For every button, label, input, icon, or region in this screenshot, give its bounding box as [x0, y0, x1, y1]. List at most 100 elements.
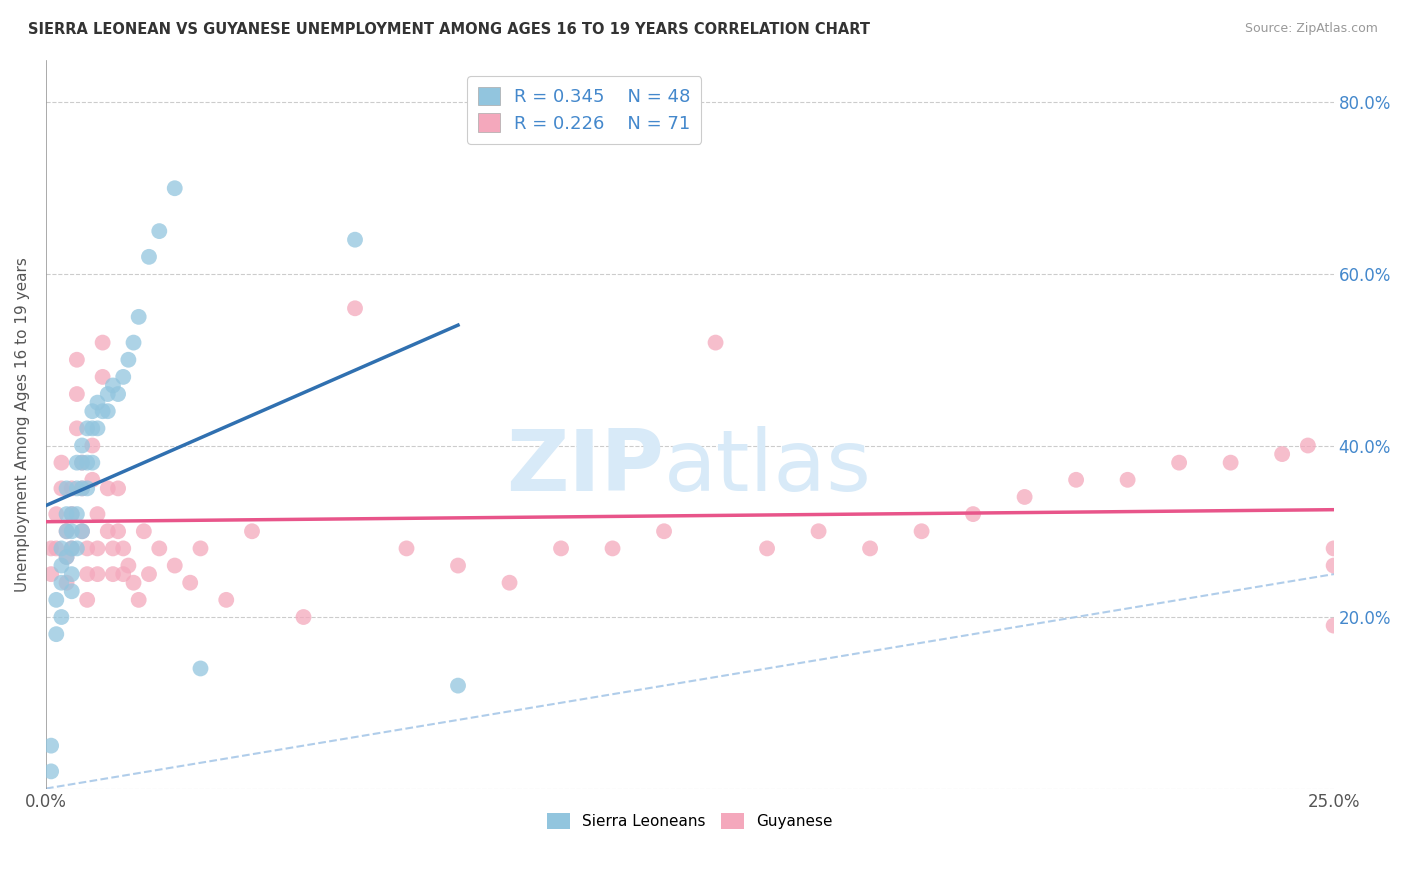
- Point: [101, 567, 124, 582]
- Point: [112, 567, 135, 582]
- Point: [55, 549, 77, 564]
- Point: [1323, 558, 1346, 573]
- Text: ZIP: ZIP: [506, 426, 664, 509]
- Point: [55, 549, 77, 564]
- Point: [117, 558, 139, 573]
- Point: [60, 482, 83, 496]
- Point: [1323, 541, 1346, 556]
- Point: [39, 541, 62, 556]
- Point: [97, 482, 120, 496]
- Point: [343, 233, 366, 247]
- Point: [45, 507, 67, 521]
- Point: [51, 610, 73, 624]
- Point: [163, 181, 186, 195]
- Point: [1064, 473, 1087, 487]
- Point: [91, 335, 114, 350]
- Point: [82, 473, 104, 487]
- Point: [51, 482, 73, 496]
- Point: [70, 456, 93, 470]
- Point: [240, 524, 263, 539]
- Point: [859, 541, 882, 556]
- Point: [550, 541, 572, 556]
- Point: [215, 592, 238, 607]
- Point: [91, 404, 114, 418]
- Point: [66, 387, 89, 401]
- Point: [112, 370, 135, 384]
- Point: [70, 482, 93, 496]
- Point: [60, 524, 83, 539]
- Point: [395, 541, 418, 556]
- Point: [447, 558, 470, 573]
- Point: [447, 679, 470, 693]
- Point: [343, 301, 366, 316]
- Point: [1014, 490, 1036, 504]
- Y-axis label: Unemployment Among Ages 16 to 19 years: Unemployment Among Ages 16 to 19 years: [15, 257, 30, 591]
- Point: [292, 610, 315, 624]
- Point: [756, 541, 779, 556]
- Point: [76, 421, 98, 435]
- Point: [97, 387, 120, 401]
- Legend: Sierra Leoneans, Guyanese: Sierra Leoneans, Guyanese: [541, 807, 839, 836]
- Point: [602, 541, 624, 556]
- Point: [807, 524, 830, 539]
- Point: [60, 584, 83, 599]
- Point: [97, 524, 120, 539]
- Point: [66, 456, 89, 470]
- Point: [107, 524, 129, 539]
- Point: [51, 575, 73, 590]
- Point: [101, 378, 124, 392]
- Point: [55, 482, 77, 496]
- Point: [51, 456, 73, 470]
- Point: [70, 482, 93, 496]
- Point: [76, 592, 98, 607]
- Point: [1323, 618, 1346, 632]
- Point: [70, 524, 93, 539]
- Point: [107, 482, 129, 496]
- Point: [962, 507, 984, 521]
- Point: [82, 456, 104, 470]
- Text: SIERRA LEONEAN VS GUYANESE UNEMPLOYMENT AMONG AGES 16 TO 19 YEARS CORRELATION CH: SIERRA LEONEAN VS GUYANESE UNEMPLOYMENT …: [28, 22, 870, 37]
- Point: [86, 507, 108, 521]
- Point: [66, 352, 89, 367]
- Point: [39, 764, 62, 779]
- Point: [60, 541, 83, 556]
- Point: [138, 567, 160, 582]
- Point: [910, 524, 932, 539]
- Point: [652, 524, 675, 539]
- Point: [39, 739, 62, 753]
- Point: [128, 310, 150, 324]
- Point: [70, 524, 93, 539]
- Point: [76, 482, 98, 496]
- Point: [60, 507, 83, 521]
- Point: [55, 524, 77, 539]
- Point: [82, 404, 104, 418]
- Point: [82, 438, 104, 452]
- Point: [51, 541, 73, 556]
- Point: [66, 421, 89, 435]
- Point: [66, 541, 89, 556]
- Point: [704, 335, 727, 350]
- Point: [45, 541, 67, 556]
- Point: [51, 558, 73, 573]
- Point: [70, 456, 93, 470]
- Point: [1296, 438, 1319, 452]
- Point: [112, 541, 135, 556]
- Point: [55, 524, 77, 539]
- Point: [132, 524, 155, 539]
- Point: [55, 507, 77, 521]
- Point: [76, 567, 98, 582]
- Point: [107, 387, 129, 401]
- Point: [82, 421, 104, 435]
- Point: [60, 567, 83, 582]
- Point: [190, 661, 212, 675]
- Point: [122, 335, 145, 350]
- Point: [86, 567, 108, 582]
- Text: atlas: atlas: [664, 426, 872, 509]
- Point: [190, 541, 212, 556]
- Point: [60, 541, 83, 556]
- Point: [86, 541, 108, 556]
- Point: [1116, 473, 1139, 487]
- Point: [498, 575, 520, 590]
- Point: [148, 541, 170, 556]
- Text: Source: ZipAtlas.com: Source: ZipAtlas.com: [1244, 22, 1378, 36]
